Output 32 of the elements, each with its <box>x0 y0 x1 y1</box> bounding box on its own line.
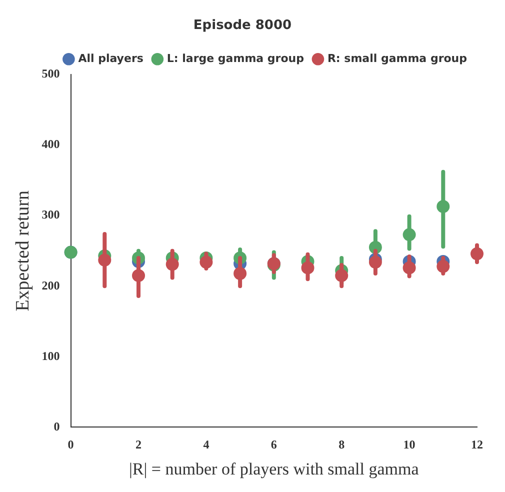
point <box>402 228 416 242</box>
x-axis-title: |R| = number of players with small gamma <box>129 459 420 478</box>
point <box>200 256 213 269</box>
legend-label: R: small gamma group <box>327 52 468 65</box>
point <box>470 247 484 260</box>
legend-label: L: large gamma group <box>166 52 304 65</box>
y-tick-label: 500 <box>42 66 60 81</box>
y-axis-title: Expected return <box>12 190 34 312</box>
point <box>301 261 314 274</box>
y-tick-label: 0 <box>54 419 60 434</box>
x-tick-label: 4 <box>203 437 210 452</box>
y-tick-label: 400 <box>42 137 60 152</box>
point <box>402 261 416 274</box>
chart-title: Episode 8000 <box>193 18 292 34</box>
point <box>234 266 247 280</box>
x-tick-label: 8 <box>338 437 345 452</box>
point <box>368 256 382 269</box>
point <box>436 200 450 213</box>
point <box>335 269 348 282</box>
x-tick-label: 12 <box>471 437 483 452</box>
y-tick-label: 300 <box>42 208 60 222</box>
y-tick-label: 100 <box>42 348 60 363</box>
point <box>98 254 112 267</box>
point <box>436 260 450 273</box>
y-tick-label: 200 <box>42 278 60 292</box>
legend-label: All players <box>78 52 144 65</box>
point <box>166 258 179 271</box>
x-tick-label: 6 <box>270 437 277 452</box>
x-tick-label: 10 <box>403 437 416 452</box>
x-tick-label: 2 <box>136 437 142 452</box>
x-tick-label: 0 <box>68 437 74 452</box>
point <box>132 269 145 282</box>
